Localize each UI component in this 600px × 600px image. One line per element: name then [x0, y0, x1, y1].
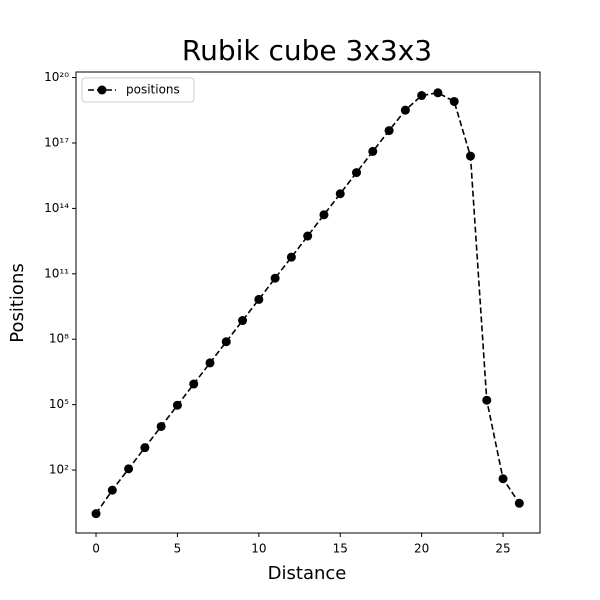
data-point [172, 400, 182, 410]
data-point [270, 273, 280, 283]
data-point [352, 168, 362, 178]
data-point [140, 443, 150, 453]
data-point [107, 485, 117, 495]
x-tick-label: 25 [495, 542, 510, 556]
data-point [465, 151, 475, 161]
data-point [368, 146, 378, 156]
x-tick-label: 5 [174, 542, 182, 556]
data-point [482, 395, 492, 405]
data-point [335, 189, 345, 199]
y-tick-label: 10¹⁴ [44, 201, 69, 215]
x-tick-label: 20 [414, 542, 429, 556]
data-point [254, 294, 264, 304]
data-point [303, 231, 313, 241]
chart-title: Rubik cube 3x3x3 [182, 34, 432, 67]
plot-frame [75, 71, 541, 534]
y-tick-label: 10¹¹ [44, 266, 69, 280]
y-tick-label: 10² [49, 463, 69, 477]
x-tick-label: 15 [333, 542, 348, 556]
data-point [417, 91, 427, 101]
y-tick-label: 10²⁰ [44, 70, 69, 84]
data-point [124, 464, 134, 474]
data-point [221, 337, 231, 347]
x-tick-label: 10 [251, 542, 266, 556]
data-point [156, 421, 166, 431]
legend-marker [97, 85, 107, 95]
y-axis-label: Positions [7, 263, 28, 342]
x-axis-label: Distance [268, 563, 347, 584]
y-tick-label: 10⁸ [49, 332, 69, 346]
data-point [91, 509, 101, 519]
data-point [319, 210, 329, 220]
data-point [189, 379, 199, 389]
data-point [205, 358, 215, 368]
y-tick-label: 10¹⁷ [44, 135, 69, 149]
legend-label: positions [126, 83, 180, 97]
data-point [286, 252, 296, 262]
series-line [95, 91, 520, 515]
y-tick-label: 10⁵ [49, 397, 69, 411]
data-point [384, 126, 394, 136]
data-point [449, 96, 459, 106]
x-tick-label: 0 [92, 542, 100, 556]
data-point [400, 105, 410, 115]
data-point [433, 88, 443, 98]
data-point [498, 474, 508, 484]
data-point [238, 316, 248, 326]
data-point [514, 498, 524, 508]
legend-box [81, 77, 195, 103]
